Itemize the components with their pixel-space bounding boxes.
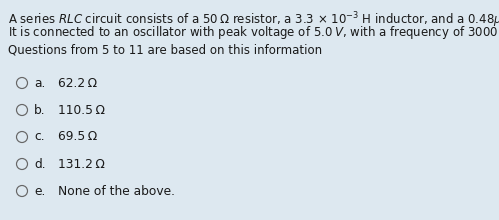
Text: 69.5 Ω: 69.5 Ω: [58, 130, 97, 143]
Text: a.: a.: [34, 77, 45, 90]
Text: b.: b.: [34, 103, 45, 117]
Text: 62.2 Ω: 62.2 Ω: [58, 77, 97, 90]
Text: c.: c.: [34, 130, 44, 143]
Text: It is connected to an oscillator with peak voltage of 5.0 $V$, with a frequency : It is connected to an oscillator with pe…: [8, 24, 499, 41]
Text: None of the above.: None of the above.: [58, 185, 175, 198]
Text: Questions from 5 to 11 are based on this information: Questions from 5 to 11 are based on this…: [8, 43, 322, 56]
Text: 131.2 Ω: 131.2 Ω: [58, 158, 105, 170]
Text: d.: d.: [34, 158, 45, 170]
Text: A series $RLC$ circuit consists of a 50 Ω resistor, a 3.3 × 10$^{-3}$ H inductor: A series $RLC$ circuit consists of a 50 …: [8, 10, 499, 30]
Text: 110.5 Ω: 110.5 Ω: [58, 103, 105, 117]
Text: e.: e.: [34, 185, 45, 198]
